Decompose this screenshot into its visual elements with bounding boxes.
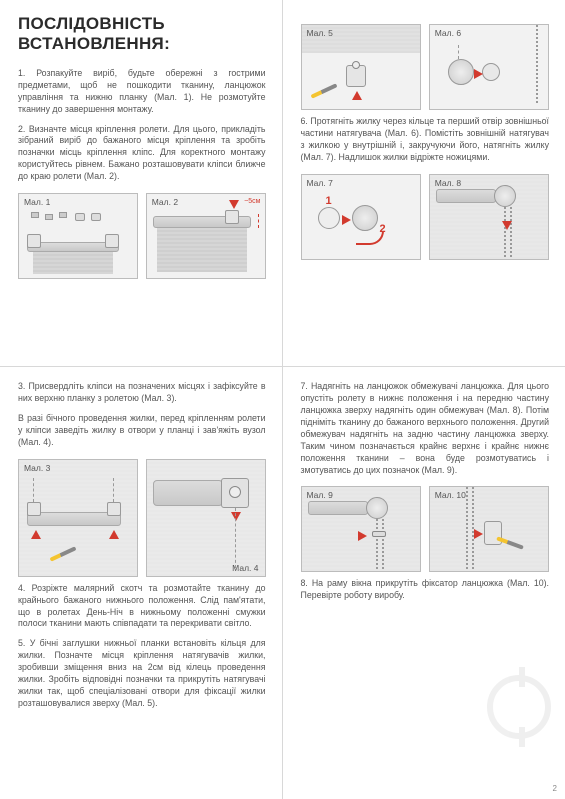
column-bottom-right: 7. Надягніть на ланцюжок обмежувачі ланц… [283, 367, 565, 799]
page-title: ПОСЛІДОВНІСТЬ ВСТАНОВЛЕННЯ: [18, 14, 266, 54]
figure-row-1-2: Мал. 1 Мал. 2 ~5см [18, 193, 266, 279]
figure-2-label: Мал. 2 [152, 197, 178, 207]
figure-6-label: Мал. 6 [435, 28, 461, 38]
watermark-icon [487, 675, 551, 739]
figure-6: Мал. 6 [429, 24, 549, 110]
step-7-text: 7. Надягніть на ланцюжок обмежувачі ланц… [301, 381, 550, 476]
figure-5: Мал. 5 [301, 24, 421, 110]
figure-9-label: Мал. 9 [307, 490, 333, 500]
figure-7-label: Мал. 7 [307, 178, 333, 188]
figure-7: Мал. 7 1 2 [301, 174, 421, 260]
figure-5-label: Мал. 5 [307, 28, 333, 38]
figure-row-7-8: Мал. 7 1 2 Мал. 8 [301, 174, 550, 260]
step-3-text-b: В разі бічного проведення жилки, перед к… [18, 413, 266, 449]
figure-4-label: Мал. 4 [232, 563, 258, 573]
figure-1-label: Мал. 1 [24, 197, 50, 207]
figure-2: Мал. 2 ~5см [146, 193, 266, 279]
dimension-5cm: ~5см [244, 198, 260, 205]
figure-8-label: Мал. 8 [435, 178, 461, 188]
callout-1: 1 [326, 195, 332, 207]
step-1-text: 1. Розпакуйте виріб, будьте обережні з г… [18, 68, 266, 116]
figure-4: Мал. 4 [146, 459, 266, 577]
step-8-text: 8. На раму вікна прикрутіть фіксатор лан… [301, 578, 550, 602]
figure-8: Мал. 8 [429, 174, 549, 260]
step-3-text-a: 3. Присвердліть кліпси на позначених міс… [18, 381, 266, 405]
figure-10-label: Мал. 10 [435, 490, 466, 500]
step-5-text: 5. У бічні заглушки нижньої планки встан… [18, 638, 266, 709]
figure-row-3-4: Мал. 3 Мал. 4 [18, 459, 266, 577]
figure-row-9-10: Мал. 9 Мал. 10 [301, 486, 550, 572]
step-4-text: 4. Розріжте малярний скотч та розмотайте… [18, 583, 266, 631]
figure-1: Мал. 1 [18, 193, 138, 279]
column-bottom-left: 3. Присвердліть кліпси на позначених міс… [0, 367, 283, 799]
figure-3: Мал. 3 [18, 459, 138, 577]
column-top-left: ПОСЛІДОВНІСТЬ ВСТАНОВЛЕННЯ: 1. Розпакуйт… [0, 0, 283, 367]
step-6-text: 6. Протягніть жилку через кільце та перш… [301, 116, 550, 164]
figure-row-5-6: Мал. 5 Мал. 6 [301, 24, 550, 110]
page-number: 2 [553, 784, 557, 793]
figure-3-label: Мал. 3 [24, 463, 50, 473]
column-top-right: Мал. 5 Мал. 6 6. Протягніть жилку через … [283, 0, 565, 367]
figure-9: Мал. 9 [301, 486, 421, 572]
figure-10: Мал. 10 [429, 486, 549, 572]
step-2-text: 2. Визначте місця кріплення ролети. Для … [18, 124, 266, 183]
